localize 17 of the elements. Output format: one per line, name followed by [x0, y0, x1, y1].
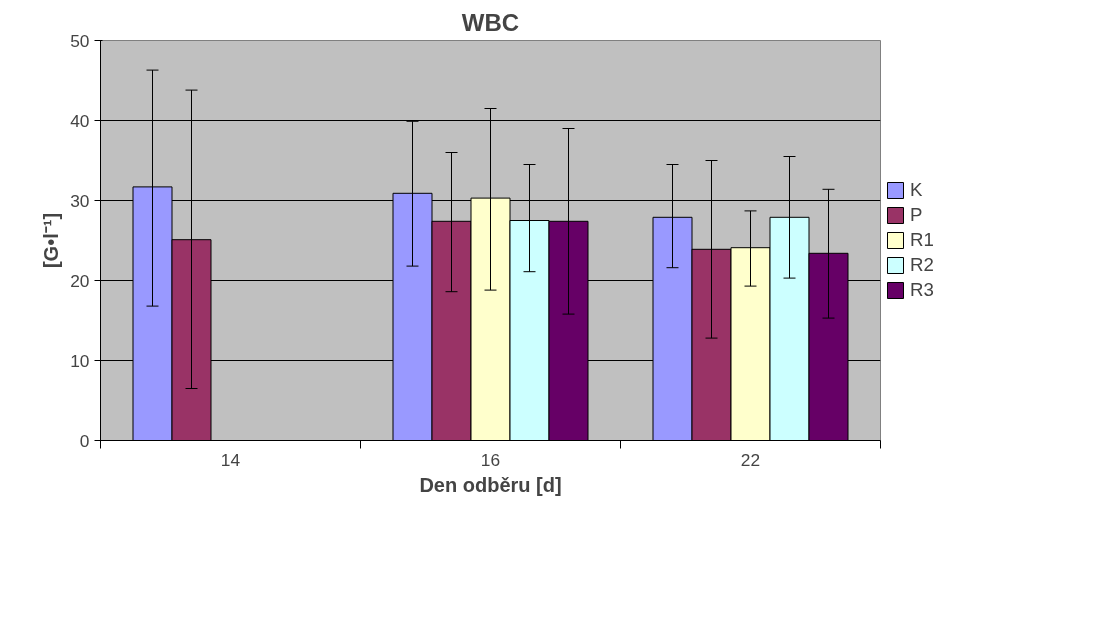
- legend-label: R1: [910, 229, 934, 251]
- y-tick-label: 50: [70, 30, 90, 51]
- x-tick-label: 14: [220, 449, 241, 470]
- legend-label: K: [910, 179, 924, 201]
- x-tick-label: 16: [480, 449, 501, 470]
- x-axis-title: Den odběru [d]: [419, 473, 562, 496]
- x-tick-label: 22: [740, 449, 761, 470]
- y-tick-label: 30: [70, 190, 90, 211]
- y-tick-label: 40: [70, 110, 90, 131]
- legend-label: P: [910, 204, 924, 226]
- y-tick-label: 0: [79, 430, 90, 451]
- chart-title: WBC: [461, 8, 520, 36]
- y-tick-label: 20: [70, 270, 90, 291]
- y-axis-title: [G•l⁻¹]: [40, 212, 63, 269]
- y-tick-label: 10: [70, 350, 90, 371]
- legend-label: R3: [910, 279, 934, 301]
- legend-label: R2: [910, 254, 934, 276]
